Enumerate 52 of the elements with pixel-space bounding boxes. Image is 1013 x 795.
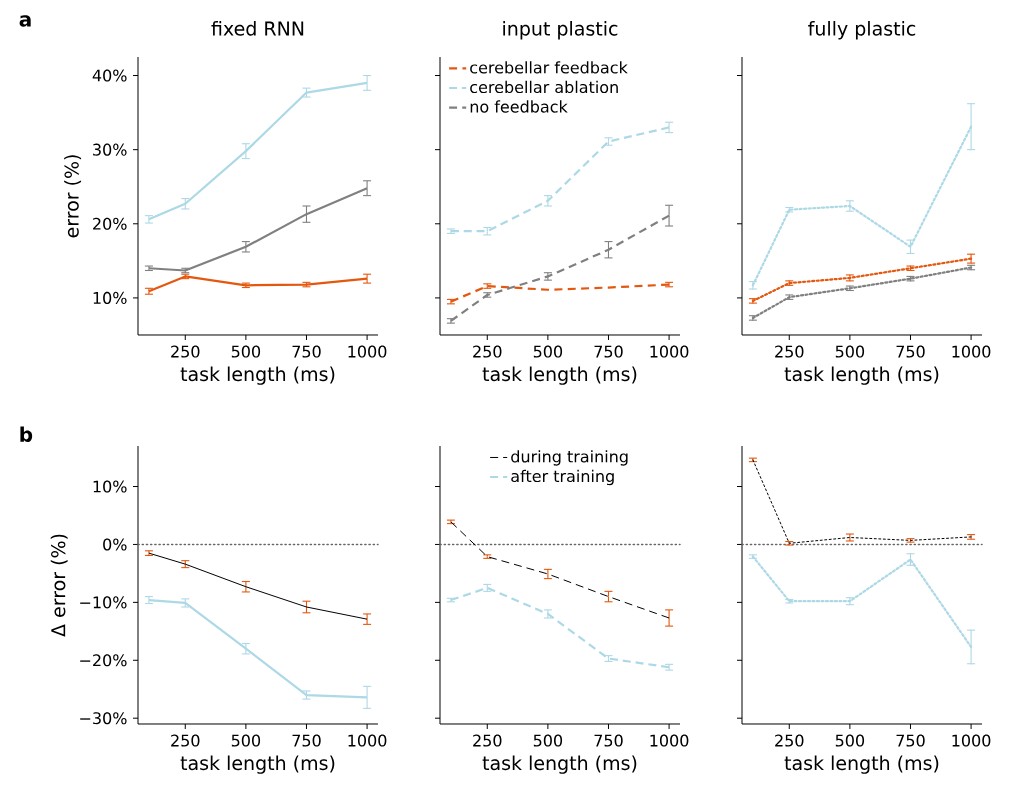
y-axis-title: error (%): [64, 155, 82, 238]
x-tick-label: 750: [292, 345, 321, 358]
chart-title: input plastic: [503, 21, 618, 40]
x-tick-label: 250: [171, 734, 200, 747]
x-tick-label: 750: [292, 734, 321, 747]
x-tick-label: 1000: [348, 345, 387, 358]
x-axis-title: task length (ms): [180, 755, 335, 774]
x-tick-label: 250: [775, 734, 804, 747]
legend-label: during training: [511, 450, 628, 466]
x-tick-label: 500: [231, 345, 261, 358]
x-axis-title: task length (ms): [784, 755, 939, 774]
x-axis-title: task length (ms): [482, 755, 637, 774]
line-series: [148, 552, 368, 620]
y-tick-label: 30%: [93, 143, 127, 156]
x-tick-label: 250: [171, 345, 200, 358]
x-tick-label: 500: [835, 345, 865, 358]
x-axis-title: task length (ms): [482, 366, 637, 385]
x-tick-label: 1000: [650, 734, 689, 747]
legend-label: cerebellar ablation: [470, 80, 618, 94]
x-tick-label: 500: [231, 734, 261, 747]
text: b: [20, 426, 33, 442]
x-tick-label: 750: [896, 734, 925, 747]
x-tick-label: 500: [533, 345, 563, 358]
x-tick-label: 1000: [348, 734, 387, 747]
y-tick-label: 20%: [93, 217, 127, 230]
x-axis-title: task length (ms): [784, 366, 939, 385]
x-tick-label: 250: [473, 345, 502, 358]
x-tick-label: 500: [835, 734, 865, 747]
y-tick-label: −10%: [80, 596, 127, 609]
y-tick-label: 10%: [93, 480, 127, 493]
legend-label: after training: [511, 469, 614, 486]
x-tick-label: 500: [533, 734, 563, 747]
legend-label: cerebellar feedback: [470, 61, 628, 74]
legend-label: no feedback: [470, 100, 568, 113]
x-tick-label: 250: [775, 345, 804, 358]
y-axis-title: Δ error (%): [50, 534, 68, 637]
x-axis-title: task length (ms): [180, 366, 335, 385]
x-tick-label: 1000: [952, 734, 991, 747]
y-tick-label: −30%: [80, 712, 127, 725]
x-tick-label: 750: [594, 345, 623, 358]
y-tick-label: 40%: [92, 69, 127, 82]
x-tick-label: 1000: [650, 345, 689, 358]
x-tick-label: 250: [473, 734, 502, 747]
x-tick-label: 750: [896, 345, 925, 358]
chart-title: fully plastic: [808, 21, 916, 40]
y-tick-label: −20%: [80, 654, 127, 667]
text: a: [19, 15, 31, 27]
x-tick-label: 750: [594, 734, 623, 747]
chart-title: fixed RNN: [211, 21, 304, 36]
x-tick-label: 1000: [952, 345, 991, 358]
y-tick-label: 0%: [103, 538, 127, 551]
y-tick-label: 10%: [93, 291, 127, 304]
